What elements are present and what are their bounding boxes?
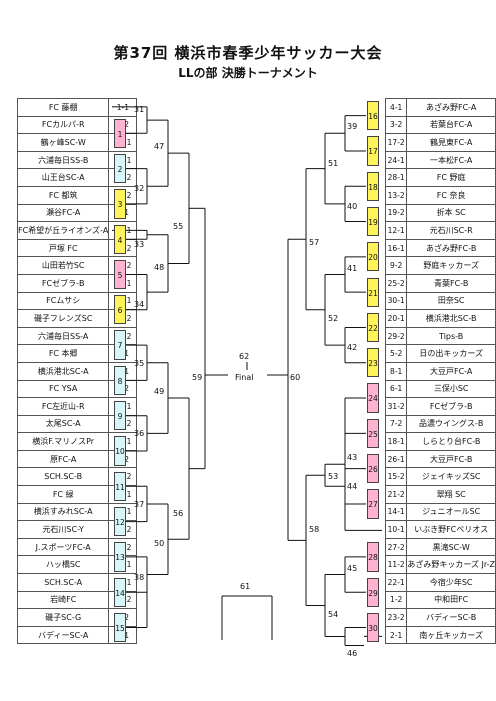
table-row: 19-2 折本 SC <box>384 203 496 223</box>
match-number: 55 <box>173 222 184 231</box>
match-badge: 26 <box>367 454 379 484</box>
table-row: 25-2 青葉FC-B <box>384 273 496 293</box>
match-number: 51 <box>328 158 339 168</box>
match-number: 40 <box>347 201 358 211</box>
match-badge: 11 <box>114 471 126 501</box>
match-number: 45 <box>347 563 358 573</box>
team-code: 2-1 <box>384 625 408 645</box>
match-number: 58 <box>309 525 320 534</box>
table-row: 21-2 翠翔 SC <box>384 485 496 504</box>
match-number: 38 <box>134 572 145 582</box>
match-badge: 2 <box>114 153 126 184</box>
match-badge: 29 <box>367 577 379 607</box>
table-row: 24-1 一本松FC-A <box>384 150 496 170</box>
match-badge: 7 <box>114 330 126 360</box>
table-row: 5-2 日の出キッカーズ <box>384 344 496 363</box>
table-row: 12-1 元石川SC-R <box>384 221 496 240</box>
match-badge: 9 <box>114 401 126 431</box>
match-badge: 16 <box>367 101 379 131</box>
match-badge: 4 <box>114 224 126 254</box>
match-number: 48 <box>154 263 165 273</box>
match-badge: 17 <box>367 136 379 166</box>
table-row: 17-2 鶴見東FC-A <box>384 133 496 152</box>
match-badge: 20 <box>367 242 379 272</box>
table-row: 29-2 Tips-B <box>384 326 496 346</box>
match-number: 52 <box>328 313 339 323</box>
match-badge: 30 <box>367 612 379 643</box>
match-number: 46 <box>347 648 358 658</box>
match-number-62: 62 <box>239 352 250 361</box>
match-badge: 22 <box>367 312 379 343</box>
match-badge: 19 <box>367 206 379 237</box>
match-badge: 1 <box>114 118 126 148</box>
match-number: 32 <box>134 184 145 194</box>
match-number: 37 <box>134 499 145 509</box>
match-number: 50 <box>154 539 165 549</box>
match-number: 47 <box>154 142 165 152</box>
table-row: 7-2 品濃ウイングス-B <box>384 414 496 434</box>
match-badge: 5 <box>114 259 126 290</box>
team-name: バディーSC-A <box>16 625 110 645</box>
match-number: 33 <box>134 240 145 250</box>
match-badge: 25 <box>367 418 379 448</box>
match-badge: 12 <box>114 506 126 537</box>
match-number: 53 <box>328 472 339 482</box>
right-team-table: 4-1 あざみ野FC-A 3-2 若葉台FC-A 17-2 鶴見東FC-A 24-1 一本松F… <box>384 98 496 645</box>
table-row: 26-1 大豆戸FC-B <box>384 449 496 469</box>
match-number: 49 <box>154 387 165 397</box>
page-title: 第37回 横浜市春季少年サッカー大会 <box>113 44 383 62</box>
match-number: 56 <box>173 509 184 518</box>
match-badge: 13 <box>114 542 126 572</box>
match-number: 57 <box>309 238 320 247</box>
match-number: 39 <box>347 122 358 132</box>
team-code: 21-2 <box>384 485 408 504</box>
match-badge: 18 <box>367 171 379 201</box>
match-number: 42 <box>347 343 358 353</box>
table-row: 30-1 田奈SC <box>384 291 496 311</box>
table-row: 22-1 今宿少年SC <box>384 573 496 592</box>
match-number: 43 <box>347 453 358 463</box>
match-badge: 23 <box>367 348 379 378</box>
team-code: 23-2 <box>384 608 408 627</box>
team-code: 27-2 <box>384 537 408 557</box>
match-number: 61 <box>240 582 251 591</box>
match-number: 41 <box>347 263 358 273</box>
team-name: 南ヶ丘キッカーズ <box>406 625 496 645</box>
match-number: 34 <box>134 299 145 309</box>
final-label: Final <box>235 373 254 382</box>
match-badge: 24 <box>367 383 379 413</box>
table-row: 8-1 大豆戸FC-A <box>384 361 496 381</box>
match-badge: 10 <box>114 436 126 466</box>
match-number: 54 <box>328 609 339 619</box>
team-name: SCH.SC-B <box>16 467 110 487</box>
page-subtitle: LLの部 決勝トーナメント <box>178 66 318 80</box>
match-badge: 6 <box>114 295 126 325</box>
match-badge: 15 <box>114 612 126 643</box>
match-badge: 3 <box>114 189 126 219</box>
match-badge: 21 <box>367 277 379 307</box>
team-name: いぶき野FCベリオス <box>406 520 496 539</box>
match-badge: 28 <box>367 542 379 572</box>
table-row: 15-2 ジェイキッズSC <box>384 467 496 487</box>
table-row: 2-1 南ヶ丘キッカーズ <box>384 625 496 645</box>
match-badge: 8 <box>114 365 126 396</box>
match-number: 44 <box>347 482 358 492</box>
match-badge: 14 <box>114 577 126 607</box>
match-number: 59 <box>192 373 203 382</box>
match-number: 60 <box>290 373 301 382</box>
match-number: 35 <box>134 358 145 368</box>
match-number: 31 <box>134 104 145 114</box>
match-badge: 27 <box>367 489 379 519</box>
match-number: 36 <box>134 429 145 439</box>
